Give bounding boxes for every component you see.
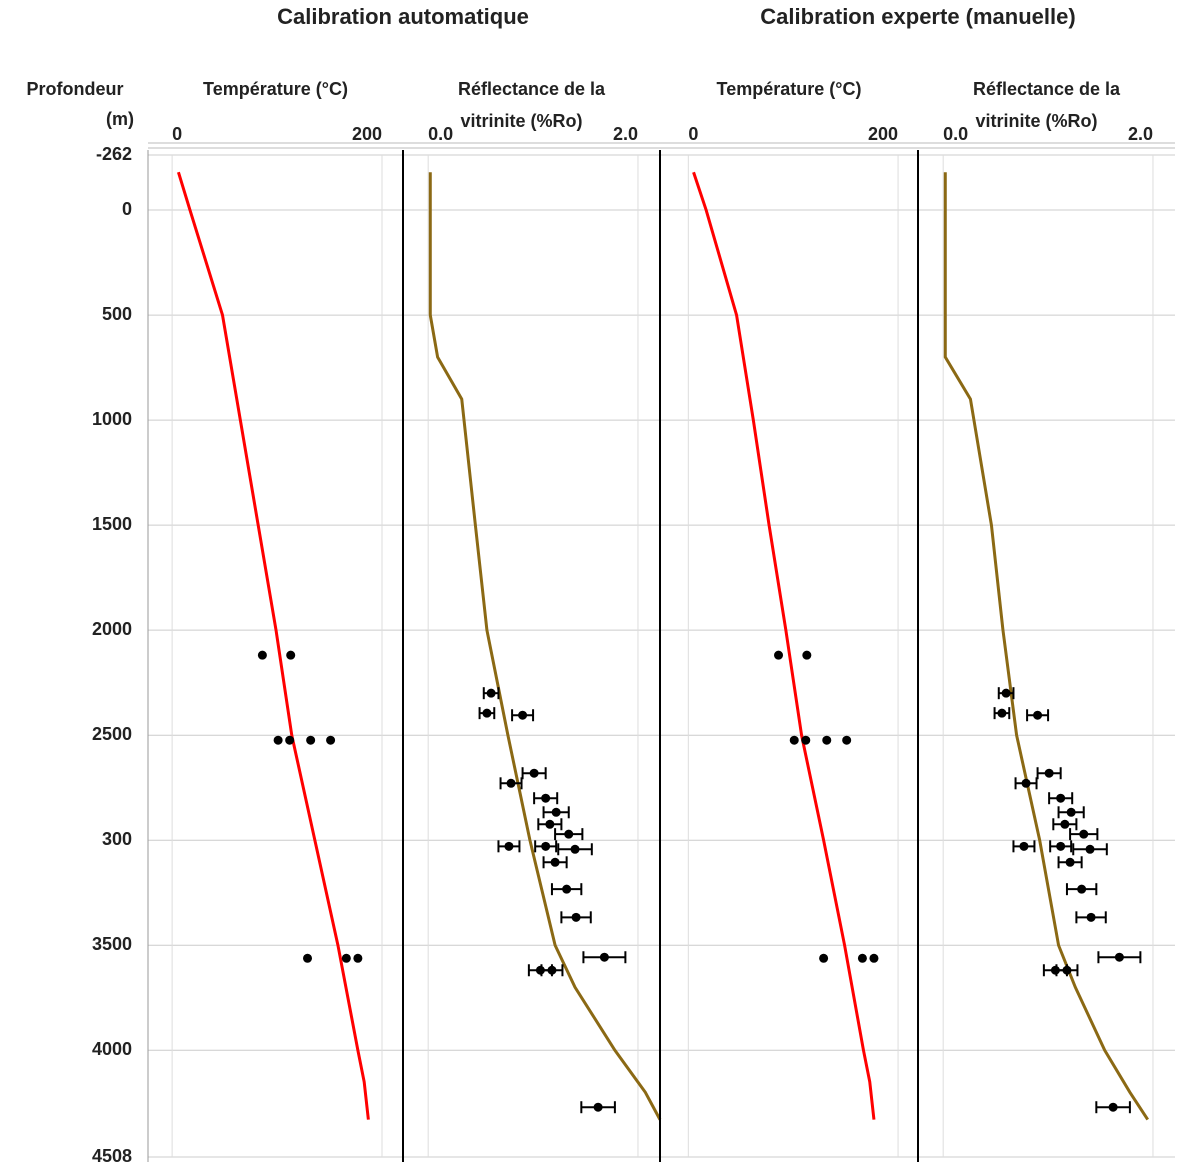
y-tick-label: 3500: [92, 934, 132, 954]
measured-point: [541, 841, 551, 851]
measured-point: [326, 735, 336, 745]
measured-point: [1060, 819, 1070, 829]
x-tick-label: 2.0: [613, 124, 638, 144]
x-tick-label: 200: [868, 124, 898, 144]
measured-point: [353, 953, 363, 963]
x-axis-label: vitrinite (%Ro): [975, 111, 1097, 131]
measured-point: [1066, 807, 1076, 817]
x-axis-label: vitrinite (%Ro): [460, 111, 582, 131]
measured-point: [1021, 778, 1031, 788]
model-line: [428, 172, 662, 1121]
y-tick-label: 4000: [92, 1039, 132, 1059]
measured-point: [869, 953, 879, 963]
y-axis-label: Profondeur: [27, 79, 124, 99]
measured-point: [286, 650, 296, 660]
measured-point: [504, 841, 514, 851]
measured-point: [789, 735, 799, 745]
measured-point: [562, 884, 572, 894]
y-tick-label: 1000: [92, 409, 132, 429]
measured-point: [822, 735, 832, 745]
measured-point: [551, 807, 561, 817]
x-axis-label: Réflectance de la: [458, 79, 606, 99]
measured-point: [1050, 965, 1060, 975]
measured-point: [570, 844, 580, 854]
x-tick-label: 200: [352, 124, 382, 144]
x-tick-label: 2.0: [1128, 124, 1153, 144]
measured-point: [541, 793, 551, 803]
measured-point: [273, 735, 283, 745]
measured-point: [599, 952, 609, 962]
measured-point: [802, 650, 812, 660]
y-tick-label: 500: [102, 304, 132, 324]
measured-point: [257, 650, 267, 660]
measured-point: [547, 965, 557, 975]
measured-point: [1044, 768, 1054, 778]
measured-point: [518, 710, 528, 720]
measured-point: [303, 953, 313, 963]
y-tick-label: 300: [102, 829, 132, 849]
measured-point: [1019, 841, 1029, 851]
measured-point: [1056, 841, 1066, 851]
model-line: [692, 171, 876, 1120]
x-axis-label: Température (°C): [717, 79, 862, 99]
measured-point: [482, 708, 492, 718]
measured-point: [571, 912, 581, 922]
x-axis-label: Température (°C): [203, 79, 348, 99]
y-tick-label: -262: [96, 144, 132, 164]
measured-point: [285, 735, 295, 745]
measured-point: [1065, 857, 1075, 867]
x-tick-label: 0: [688, 124, 698, 144]
model-line: [176, 171, 370, 1120]
y-tick-label: 1500: [92, 514, 132, 534]
measured-point: [306, 735, 316, 745]
y-axis-label: (m): [106, 109, 134, 129]
measured-point: [529, 768, 539, 778]
measured-point: [842, 735, 852, 745]
measured-point: [593, 1102, 603, 1112]
measured-point: [506, 778, 516, 788]
measured-point: [1086, 912, 1096, 922]
y-tick-label: 2500: [92, 724, 132, 744]
x-tick-label: 0.0: [943, 124, 968, 144]
x-axis-label: Réflectance de la: [973, 79, 1121, 99]
x-tick-label: 0: [172, 124, 182, 144]
measured-point: [774, 650, 784, 660]
measured-point: [997, 708, 1007, 718]
measured-point: [341, 953, 351, 963]
measured-point: [1056, 793, 1066, 803]
x-tick-label: 0.0: [428, 124, 453, 144]
chart-title: Calibration automatique: [277, 4, 529, 29]
measured-point: [1062, 965, 1072, 975]
y-tick-label: 2000: [92, 619, 132, 639]
measured-point: [1114, 952, 1124, 962]
measured-point: [535, 965, 545, 975]
model-line: [943, 172, 1149, 1121]
measured-point: [1079, 829, 1089, 839]
measured-point: [1085, 844, 1095, 854]
measured-point: [819, 953, 829, 963]
measured-point: [1001, 688, 1011, 698]
measured-point: [550, 857, 560, 867]
measured-point: [564, 829, 574, 839]
y-tick-label: 0: [122, 199, 132, 219]
measured-point: [857, 953, 867, 963]
measured-point: [801, 735, 811, 745]
measured-point: [545, 819, 555, 829]
y-tick-label: 4508: [92, 1146, 132, 1162]
measured-point: [1108, 1102, 1118, 1112]
measured-point: [486, 688, 496, 698]
measured-point: [1077, 884, 1087, 894]
chart-title: Calibration experte (manuelle): [760, 4, 1075, 29]
measured-point: [1033, 710, 1043, 720]
